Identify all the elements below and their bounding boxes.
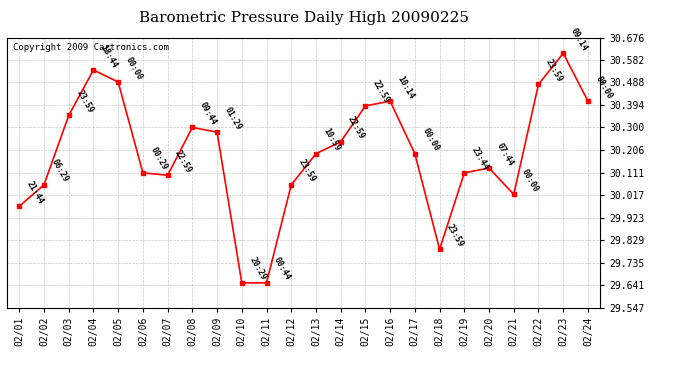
Text: 00:00: 00:00 — [593, 74, 614, 100]
Text: 23:59: 23:59 — [75, 88, 95, 115]
Text: 23:44: 23:44 — [470, 146, 490, 172]
Text: 18:44: 18:44 — [99, 43, 119, 69]
Text: 23:59: 23:59 — [445, 222, 466, 249]
Text: 21:44: 21:44 — [25, 179, 45, 206]
Text: 10:59: 10:59 — [322, 127, 342, 153]
Text: 23:59: 23:59 — [544, 57, 564, 84]
Text: 00:29: 00:29 — [148, 146, 169, 172]
Text: 22:59: 22:59 — [173, 148, 193, 174]
Text: 23:59: 23:59 — [297, 158, 317, 184]
Text: 09:14: 09:14 — [569, 26, 589, 53]
Text: 00:00: 00:00 — [420, 127, 441, 153]
Text: 06:29: 06:29 — [50, 158, 70, 184]
Text: Copyright 2009 Cartronics.com: Copyright 2009 Cartronics.com — [13, 43, 169, 52]
Text: 00:44: 00:44 — [272, 256, 293, 282]
Text: Barometric Pressure Daily High 20090225: Barometric Pressure Daily High 20090225 — [139, 11, 469, 25]
Text: 01:29: 01:29 — [223, 105, 243, 131]
Text: 09:44: 09:44 — [198, 100, 218, 127]
Text: 10:14: 10:14 — [395, 74, 416, 100]
Text: 22:59: 22:59 — [346, 115, 366, 141]
Text: 00:00: 00:00 — [520, 168, 540, 194]
Text: 20:29: 20:29 — [247, 256, 268, 282]
Text: 00:00: 00:00 — [124, 55, 144, 81]
Text: 07:44: 07:44 — [495, 141, 515, 167]
Text: 22:59: 22:59 — [371, 79, 391, 105]
